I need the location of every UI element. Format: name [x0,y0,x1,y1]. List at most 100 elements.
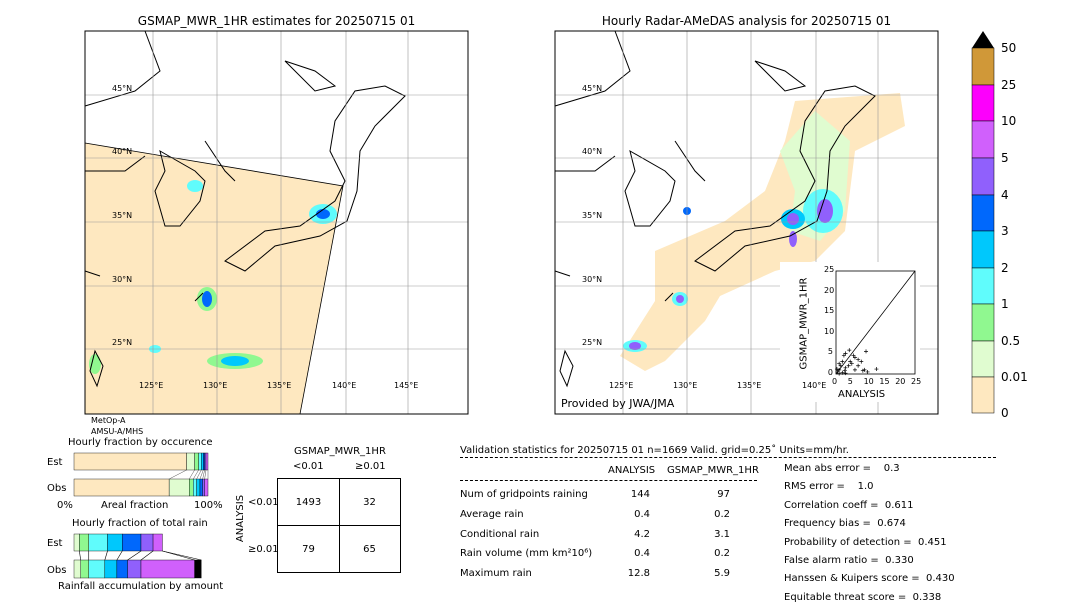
occurrence-obs-segment [199,478,203,497]
connector-line [193,469,199,480]
scatter-point [840,359,845,364]
scatter-point [834,367,839,372]
stat-label: Num of gridpoints raining [460,489,588,500]
rain-obs-segment [116,559,128,579]
score-line: Equitable threat score = 0.338 [784,591,942,603]
rain-fraction-title: Hourly fraction of total rain [72,518,208,529]
coastline [694,85,876,272]
cell-tp: 65 [363,544,376,555]
scatter-point [849,361,854,366]
cont-row-title: ANALYSIS [235,494,247,543]
stat-analysis-value: 4.2 [634,528,650,540]
coastline [555,155,616,172]
scatter-y-tick: 25 [824,265,835,274]
cont-col-0: <0.01 [293,461,324,472]
scatter-point [865,369,870,374]
occurrence-est-segment [203,452,205,471]
areal-fraction-label: Areal fraction [101,500,169,511]
scatter-x-tick: 5 [847,377,853,386]
coastline [154,149,206,227]
colorbar-label: 0.5 [1001,334,1021,348]
coastline [754,60,807,92]
coastline [194,292,204,302]
colorbar-label: 1 [1001,297,1009,311]
rain-est-segment [152,533,163,552]
scatter-point [842,368,847,373]
coastline [284,60,337,92]
score-line: RMS error = 1.0 [784,481,874,493]
right-lat-label: 45°N [582,84,603,93]
stat-analysis-value: 0.4 [634,548,650,560]
connector-line [140,550,154,561]
left-lat-label: 25°N [112,338,133,347]
credit: Provided by JWA/JMA [561,397,675,410]
connector-line [202,469,205,480]
scatter-point [856,363,861,368]
coastline [559,349,574,388]
stat-gsmap-value: 5.9 [714,568,730,580]
scatter-point [837,371,842,376]
coastline [84,270,101,277]
cell-fp: 32 [363,497,376,508]
coastline [204,140,236,182]
occurrence-est-segment [201,452,204,471]
right-map [554,30,939,415]
stats-header: Validation statistics for 20250715 01 n=… [460,445,849,456]
stat-label: Average rain [460,508,524,520]
colorbar-segment [971,376,995,414]
left-map-title: GSMAP_MWR_1HR estimates for 20250715 01 [137,14,416,28]
rain-area [316,209,330,219]
rain-obs-segment [80,559,89,579]
occurrence-est-segment [73,452,187,471]
stats-divider-2 [460,480,757,481]
rain-est-segment [73,533,80,552]
connector-line [196,469,202,480]
scatter-point [864,349,869,354]
scatter-point [859,359,864,364]
coastline [84,30,161,107]
colorbar-label: 4 [1001,188,1009,202]
left-lon-label: 125°E [139,381,164,390]
left-lon-label: 145°E [394,381,419,390]
left-lat-label: 30°N [112,275,133,284]
occurrence-obs-segment [189,478,194,497]
est-label-2: Est [47,538,63,549]
scatter-y-tick: 5 [827,347,833,357]
rain-obs-segment [88,559,106,579]
cont-row-0: <0.01 [248,497,279,508]
score-line: Frequency bias = 0.674 [784,518,906,530]
scatter-point [837,361,842,366]
left-lon-label: 140°E [332,381,357,390]
scatter-point [843,351,848,356]
right-lat-label: 35°N [582,211,603,220]
scatter-point [856,357,861,362]
cell-fn: 79 [302,544,315,555]
rain-area [221,356,249,366]
right-lon-label: 125°E [609,381,634,390]
stat-analysis-value: 12.8 [627,568,650,580]
cell-tn: 1493 [295,497,322,508]
scatter-x-tick: 25 [911,377,922,386]
colorbar-segment [971,157,995,196]
right-lon-label: 135°E [737,381,762,390]
col-gsmap: GSMAP_MWR_1HR [667,465,759,476]
est-label: Est [47,457,63,468]
map-frame [84,30,469,415]
scatter-y-tick: 0 [827,368,833,377]
scatter-y-tick: 20 [824,285,835,295]
stat-gsmap-value: 3.1 [714,528,730,540]
score-line: Hanssen & Kuipers score = 0.430 [784,573,955,585]
rain-area [202,291,212,307]
rain-obs-segment [140,559,195,579]
stat-gsmap-value: 0.2 [714,548,730,560]
rain-accum-label: Rainfall accumulation by amount [58,581,224,592]
obs-label: Obs [47,483,67,494]
colorbar-segment [971,303,995,342]
coastline [554,30,631,107]
stat-analysis-value: 144 [630,489,650,500]
coastline [624,149,676,227]
rain-est-segment [107,533,123,552]
connector-line [116,550,123,561]
occurrence-title: Hourly fraction by occurence [68,437,213,448]
